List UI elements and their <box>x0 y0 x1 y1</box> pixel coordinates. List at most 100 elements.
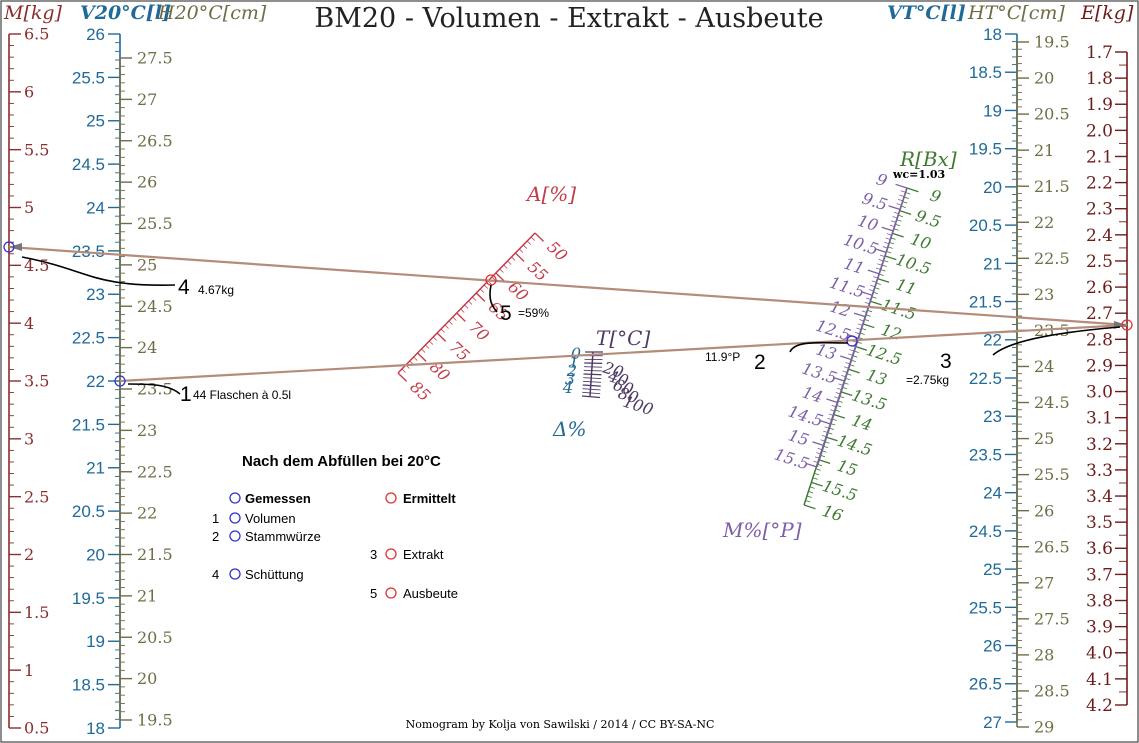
g-extract-tick-label: 2.3 <box>1086 200 1113 220</box>
g-volT-tick-label: 23 <box>983 407 1002 426</box>
g-sugar-tick <box>877 277 890 283</box>
g-sugar-tick <box>839 355 852 361</box>
g-vol20-tick-label: 21.5 <box>72 415 105 434</box>
g-h20-tick-label: 20.5 <box>137 628 173 647</box>
brix-axis-label: R[Bx] <box>899 147 957 171</box>
g-sugar-tick <box>805 500 811 503</box>
callout-3-number: 3 <box>940 350 952 373</box>
volumeT-scale: 18 18.5 19 19.5 20 20.5 21 21.5 22 22.5 23 23.5 24 24… <box>969 25 1018 732</box>
g-mass-tick-label: 6.5 <box>24 25 49 44</box>
g-sugar-tick <box>838 383 844 386</box>
g-hT-tick-label: 19.5 <box>1034 33 1070 52</box>
g-vol20-tick-label: 22 <box>86 372 105 391</box>
g-sugar-tick <box>817 447 823 451</box>
g-sugar-tick-label: 15 <box>835 456 860 480</box>
temperature-delta-label: 0 <box>571 344 581 363</box>
g-sugar-tick-label: 11 <box>893 275 918 299</box>
g-alcohol-tick <box>440 328 445 333</box>
callout-1-text: 44 Flaschen à 0.5l <box>193 388 291 402</box>
height20-scale: 19.5 20 20.5 21 21.5 22 22.5 23 23.5 24 24.5 25 25.5… <box>119 49 173 730</box>
g-sugar-tick <box>899 194 905 197</box>
g-vol20-tick-label: 25.5 <box>72 68 105 87</box>
g-hT-tick-label: 20 <box>1034 69 1054 88</box>
g-mass-tick-label: 3.5 <box>24 372 49 391</box>
g-vol20-tick-label: 26 <box>86 25 105 44</box>
legend-derived-header: Ermittelt <box>403 491 456 506</box>
marker-extract <box>1121 319 1133 331</box>
g-sugar-tick <box>864 301 870 305</box>
g-extract-tick-label: 3.8 <box>1086 591 1113 611</box>
g-extract-tick-label: 1.9 <box>1086 95 1113 115</box>
g-sugar-tick <box>873 276 879 279</box>
g-h20-tick-label: 24.5 <box>137 297 173 316</box>
g-vol20-tick-label: 24.5 <box>72 155 105 174</box>
g-vol20-tick-label: 22.5 <box>72 329 105 348</box>
legend-item-marker <box>229 512 241 524</box>
g-sugar-tick <box>879 254 885 258</box>
g-sugar-tick-label: 9 <box>874 169 890 190</box>
g-alcohol-tick <box>425 344 430 349</box>
g-mass-tick-label: 1.5 <box>24 603 49 622</box>
g-hT-tick-label: 21.5 <box>1034 177 1070 196</box>
g-sugar-tick <box>814 472 820 476</box>
g-hT-tick-label: 26.5 <box>1034 537 1070 556</box>
volume20-scale: 18 18.5 19 19.5 20 20.5 21 21.5 22 22.5 23 23.5 24 24… <box>72 25 121 738</box>
g-sugar-tick <box>877 263 883 266</box>
legend-item-number: 3 <box>370 547 377 562</box>
g-sugar-tick <box>857 323 863 326</box>
g-sugar-tick <box>815 468 821 471</box>
leader-plato <box>789 341 849 353</box>
g-sugar-tick <box>849 349 855 352</box>
g-mass-tick-label: 4 <box>24 314 34 333</box>
g-sugar-tick <box>808 491 814 494</box>
callout-5-text: =59% <box>518 306 549 320</box>
g-volT-tick-label: 19.5 <box>969 140 1002 159</box>
temperature-tick <box>582 384 601 387</box>
legend-item-marker <box>229 568 241 580</box>
g-alcohol-tick <box>436 332 447 342</box>
g-sugar-tick <box>809 486 815 489</box>
g-hT-tick-label: 22 <box>1034 213 1054 232</box>
g-sugar-tick <box>842 370 848 373</box>
g-sugar-tick <box>891 220 897 223</box>
g-extract-tick-label: 3.2 <box>1086 435 1113 455</box>
g-extract-tick-label: 3.0 <box>1086 383 1113 403</box>
g-volT-tick-label: 21 <box>983 254 1002 273</box>
volumeT-axis-label: VT°C[l] <box>887 2 966 24</box>
g-alcohol-tick <box>456 312 466 322</box>
g-sugar-tick <box>855 345 868 351</box>
legend-item-number: 1 <box>212 511 219 526</box>
g-alcohol-tick <box>530 236 535 241</box>
g-alcohol-tick <box>534 232 545 242</box>
g-h20-tick-label: 21.5 <box>137 545 173 564</box>
g-sugar-tick <box>903 196 909 199</box>
g-volT-tick-label: 22.5 <box>969 369 1002 388</box>
g-mass-tick-label: 3 <box>24 429 34 448</box>
g-sugar-tick <box>896 203 902 206</box>
heightT-scale: 19.5 20 20.5 21 21.5 22 22.5 23 23.5 24 24.5 25 25.5… <box>1016 33 1070 737</box>
g-sugar-tick <box>805 462 818 468</box>
g-sugar-tick <box>906 187 919 193</box>
g-alcohol-tick <box>475 292 486 302</box>
legend-item-marker <box>229 530 241 542</box>
g-mass-tick-label: 5.5 <box>24 140 49 159</box>
g-alcohol-tick <box>522 244 528 249</box>
g-mass-tick-label: 2.5 <box>24 487 49 506</box>
g-sugar-tick <box>900 190 906 193</box>
g-sugar-tick <box>818 459 831 465</box>
g-h20-tick-label: 25 <box>137 255 157 274</box>
g-vol20-tick-label: 19.5 <box>72 589 105 608</box>
legend-item-label: Ausbeute <box>403 586 458 601</box>
g-sugar-tick <box>889 224 895 228</box>
g-alcohol-tick <box>519 248 524 253</box>
isopleth-volume-extract <box>119 323 1128 383</box>
g-sugar-tick <box>827 417 833 421</box>
temperature-tick <box>582 380 602 383</box>
g-h20-tick-label: 19.5 <box>137 711 173 730</box>
g-alcohol-tick-label: 70 <box>465 317 493 345</box>
g-extract-tick-label: 2.0 <box>1086 121 1113 141</box>
g-vol20-tick-label: 20 <box>86 545 105 564</box>
g-volT-tick-label: 24.5 <box>969 522 1002 541</box>
g-volT-tick-label: 27 <box>983 713 1002 732</box>
